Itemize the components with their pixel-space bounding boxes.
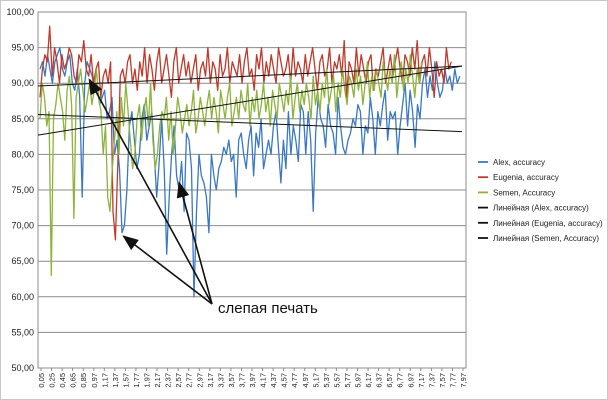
y-tick-label: 80,00 [11, 149, 34, 159]
x-tick-label: 2,17 [153, 373, 162, 388]
x-tick-label: 5,97 [354, 373, 363, 388]
x-tick-label: 1,17 [100, 373, 109, 388]
y-tick-label: 85,00 [11, 114, 34, 124]
y-tick-label: 95,00 [11, 43, 34, 53]
legend-item: Линейная (Semen, Accuracy) [493, 234, 599, 243]
x-tick-label: 7,97 [459, 373, 468, 388]
trendline-2 [37, 114, 463, 133]
x-tick-label: 0,97 [90, 373, 99, 388]
x-tick-label: 7,77 [448, 373, 457, 388]
x-tick-label: 0,25 [48, 373, 57, 388]
series-line-1 [39, 46, 461, 298]
x-tick-label: 6,77 [396, 373, 405, 388]
x-tick-label: 5,37 [322, 373, 331, 388]
x-tick-label: 6,57 [385, 373, 394, 388]
x-tick-label: 1,37 [111, 373, 120, 388]
x-tick-label: 1,97 [143, 373, 152, 388]
trendline-3 [37, 65, 463, 136]
y-tick-label: 70,00 [11, 221, 34, 231]
legend-item: Линейная (Alex, accuracy) [493, 204, 589, 213]
y-tick-label: 65,00 [11, 256, 34, 266]
x-tick-label: 3,37 [216, 373, 225, 388]
x-tick-label: 3,97 [248, 373, 257, 388]
x-tick-label: 3,17 [206, 373, 215, 388]
legend-item: Alex, accuracy [493, 158, 545, 167]
x-tick-label: 1,77 [132, 373, 141, 388]
y-tick-label: 75,00 [11, 185, 34, 195]
y-tick-label: 50,00 [11, 363, 34, 373]
x-tick-label: 4,37 [269, 373, 278, 388]
trendline-1 [37, 65, 463, 87]
x-tick-label: 1,57 [121, 373, 130, 388]
series-line-2 [39, 25, 452, 241]
legend-item: Semen, Accuracy [493, 188, 555, 197]
x-tick-label: 2,57 [174, 373, 183, 388]
x-tick-label: 5,77 [343, 373, 352, 388]
y-tick-label: 90,00 [11, 78, 34, 88]
x-tick-label: 2,97 [195, 373, 204, 388]
x-tick-label: 6,37 [375, 373, 384, 388]
y-tick-label: 60,00 [11, 292, 34, 302]
series-line-3 [39, 54, 423, 277]
x-tick-label: 0,05 [37, 373, 46, 388]
x-tick-label: 0,45 [58, 373, 67, 388]
x-tick-label: 2,37 [164, 373, 173, 388]
annotation-arrow-1 [88, 78, 213, 305]
x-tick-label: 0,85 [79, 373, 88, 388]
x-tick-label: 0,65 [69, 373, 78, 388]
x-tick-label: 4,97 [301, 373, 310, 388]
annotation-arrow-2 [122, 235, 213, 305]
x-tick-label: 4,17 [259, 373, 268, 388]
legend-item: Eugenia, accuracy [493, 173, 559, 182]
x-tick-label: 7,57 [438, 373, 447, 388]
x-tick-label: 4,57 [280, 373, 289, 388]
x-tick-label: 5,17 [311, 373, 320, 388]
y-tick-label: 55,00 [11, 327, 34, 337]
y-tick-label: 100,00 [6, 7, 34, 17]
annotation-label: слепая печать [218, 300, 318, 317]
legend-item: Линейная (Eugenia, accuracy) [493, 219, 603, 228]
x-tick-label: 4,77 [290, 373, 299, 388]
x-tick-label: 2,77 [185, 373, 194, 388]
x-tick-label: 6,17 [364, 373, 373, 388]
x-tick-label: 7,17 [417, 373, 426, 388]
x-tick-label: 7,37 [427, 373, 436, 388]
x-tick-label: 3,57 [227, 373, 236, 388]
x-tick-label: 5,57 [332, 373, 341, 388]
annotation-arrow-3 [176, 181, 213, 305]
x-tick-label: 3,77 [237, 373, 246, 388]
x-tick-label: 6,97 [406, 373, 415, 388]
